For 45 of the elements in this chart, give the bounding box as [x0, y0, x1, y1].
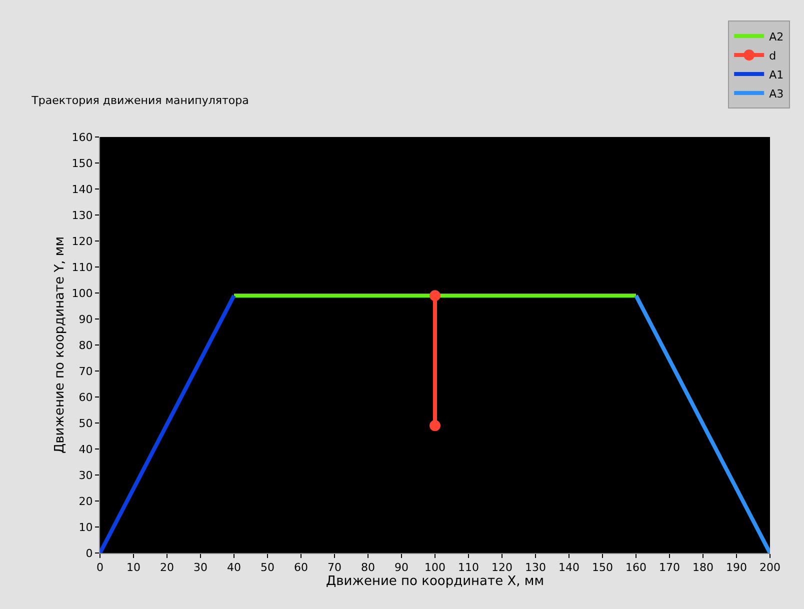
y-tick-label: 160 — [72, 130, 93, 144]
y-tick-label: 140 — [72, 182, 93, 196]
x-tick-label: 80 — [361, 561, 375, 574]
x-tick-label: 0 — [96, 561, 104, 574]
y-tick-label: 110 — [72, 260, 93, 274]
x-tick-label: 20 — [160, 561, 174, 574]
x-axis-title: Движение по координате X, мм — [326, 574, 544, 590]
y-tick-label: 80 — [78, 338, 93, 352]
x-tick-label: 120 — [492, 561, 512, 574]
y-tick-label: 150 — [72, 156, 93, 170]
x-tick-label: 110 — [458, 561, 479, 574]
y-tick-label: 30 — [78, 468, 93, 482]
y-tick-label: 100 — [72, 286, 93, 300]
chart-title: Траектория движения манипулятора — [30, 94, 249, 107]
y-tick-label: 10 — [78, 520, 93, 534]
x-tick-label: 10 — [126, 561, 140, 574]
x-tick-label: 200 — [760, 561, 780, 574]
x-tick-label: 40 — [227, 561, 241, 574]
x-tick-label: 70 — [328, 561, 342, 574]
legend-label: d — [769, 49, 776, 62]
x-tick-label: 170 — [659, 561, 680, 574]
legend-label: A3 — [769, 87, 784, 100]
y-tick-label: 40 — [78, 442, 93, 456]
legend-label: A1 — [769, 68, 784, 82]
y-tick-label: 130 — [72, 208, 93, 222]
x-tick-label: 140 — [558, 561, 580, 574]
legend-label: A2 — [769, 30, 784, 44]
y-tick-label: 60 — [78, 390, 93, 404]
x-tick-label: 30 — [194, 561, 208, 574]
y-tick-label: 50 — [78, 416, 93, 430]
y-axis-title: Движение по координате Y, мм — [52, 236, 68, 454]
y-tick-label: 70 — [78, 364, 93, 378]
y-tick-label: 90 — [78, 312, 93, 326]
y-tick-label: 20 — [78, 494, 93, 508]
x-tick-label: 150 — [592, 561, 613, 574]
x-tick-label: 190 — [726, 561, 747, 574]
x-tick-label: 60 — [294, 561, 308, 574]
y-tick-label: 120 — [72, 234, 93, 248]
x-tick-label: 180 — [692, 561, 714, 574]
x-tick-label: 90 — [394, 561, 408, 574]
x-tick-label: 50 — [260, 561, 274, 574]
x-tick-label: 160 — [626, 561, 646, 574]
x-tick-label: 100 — [424, 561, 446, 574]
y-tick-label: 0 — [86, 546, 93, 560]
x-tick-label: 130 — [525, 561, 546, 574]
